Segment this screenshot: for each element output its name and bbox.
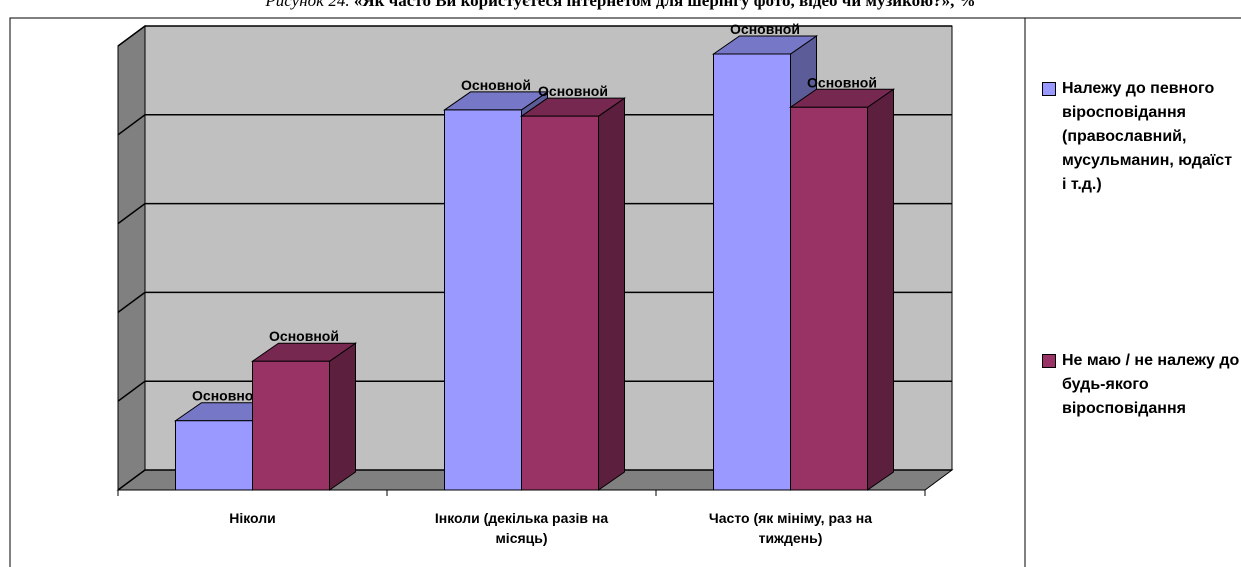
grid-line (117, 114, 952, 136)
grid-line (117, 291, 952, 314)
bar-side (598, 97, 625, 491)
side-wall (117, 25, 146, 491)
data-label: Основной (461, 77, 531, 93)
legend-swatch (1042, 82, 1056, 96)
data-label: Основной (192, 388, 262, 404)
title-text: «Як часто Ви користуєтеся інтернетом для… (353, 0, 951, 10)
grid-line (117, 380, 952, 402)
bar (790, 106, 868, 491)
x-tick-label: Часто (як мініму, раз на тиждень) (708, 510, 873, 546)
data-label: Основной (807, 74, 877, 90)
bar (444, 109, 522, 491)
bar-side (867, 88, 894, 491)
bar (175, 420, 253, 491)
x-tick-label: Ніколи (229, 510, 276, 526)
title-unit: , % (950, 0, 976, 10)
data-label: Основной (538, 83, 608, 99)
bar (713, 53, 791, 491)
legend-label: Належу до певного віросповідання (правос… (1062, 80, 1233, 193)
grid-line (117, 25, 952, 47)
bar (252, 360, 330, 491)
bar-side (329, 342, 356, 491)
bar (521, 115, 599, 491)
legend-frame (1024, 17, 1241, 567)
x-tick-label: Інколи (декілька разів на місяць) (434, 510, 609, 546)
grid-line (117, 202, 952, 225)
legend-swatch (1042, 354, 1056, 368)
grid-line (117, 469, 952, 491)
chart-title: Рисунок 24. «Як часто Ви користуєтеся ін… (0, 0, 1241, 11)
legend-label: Не маю / не належу до будь-якого віроспо… (1062, 352, 1240, 417)
data-label: Основной (730, 21, 800, 37)
data-label: Основной (269, 328, 339, 344)
figure-label: Рисунок 24. (265, 0, 350, 10)
